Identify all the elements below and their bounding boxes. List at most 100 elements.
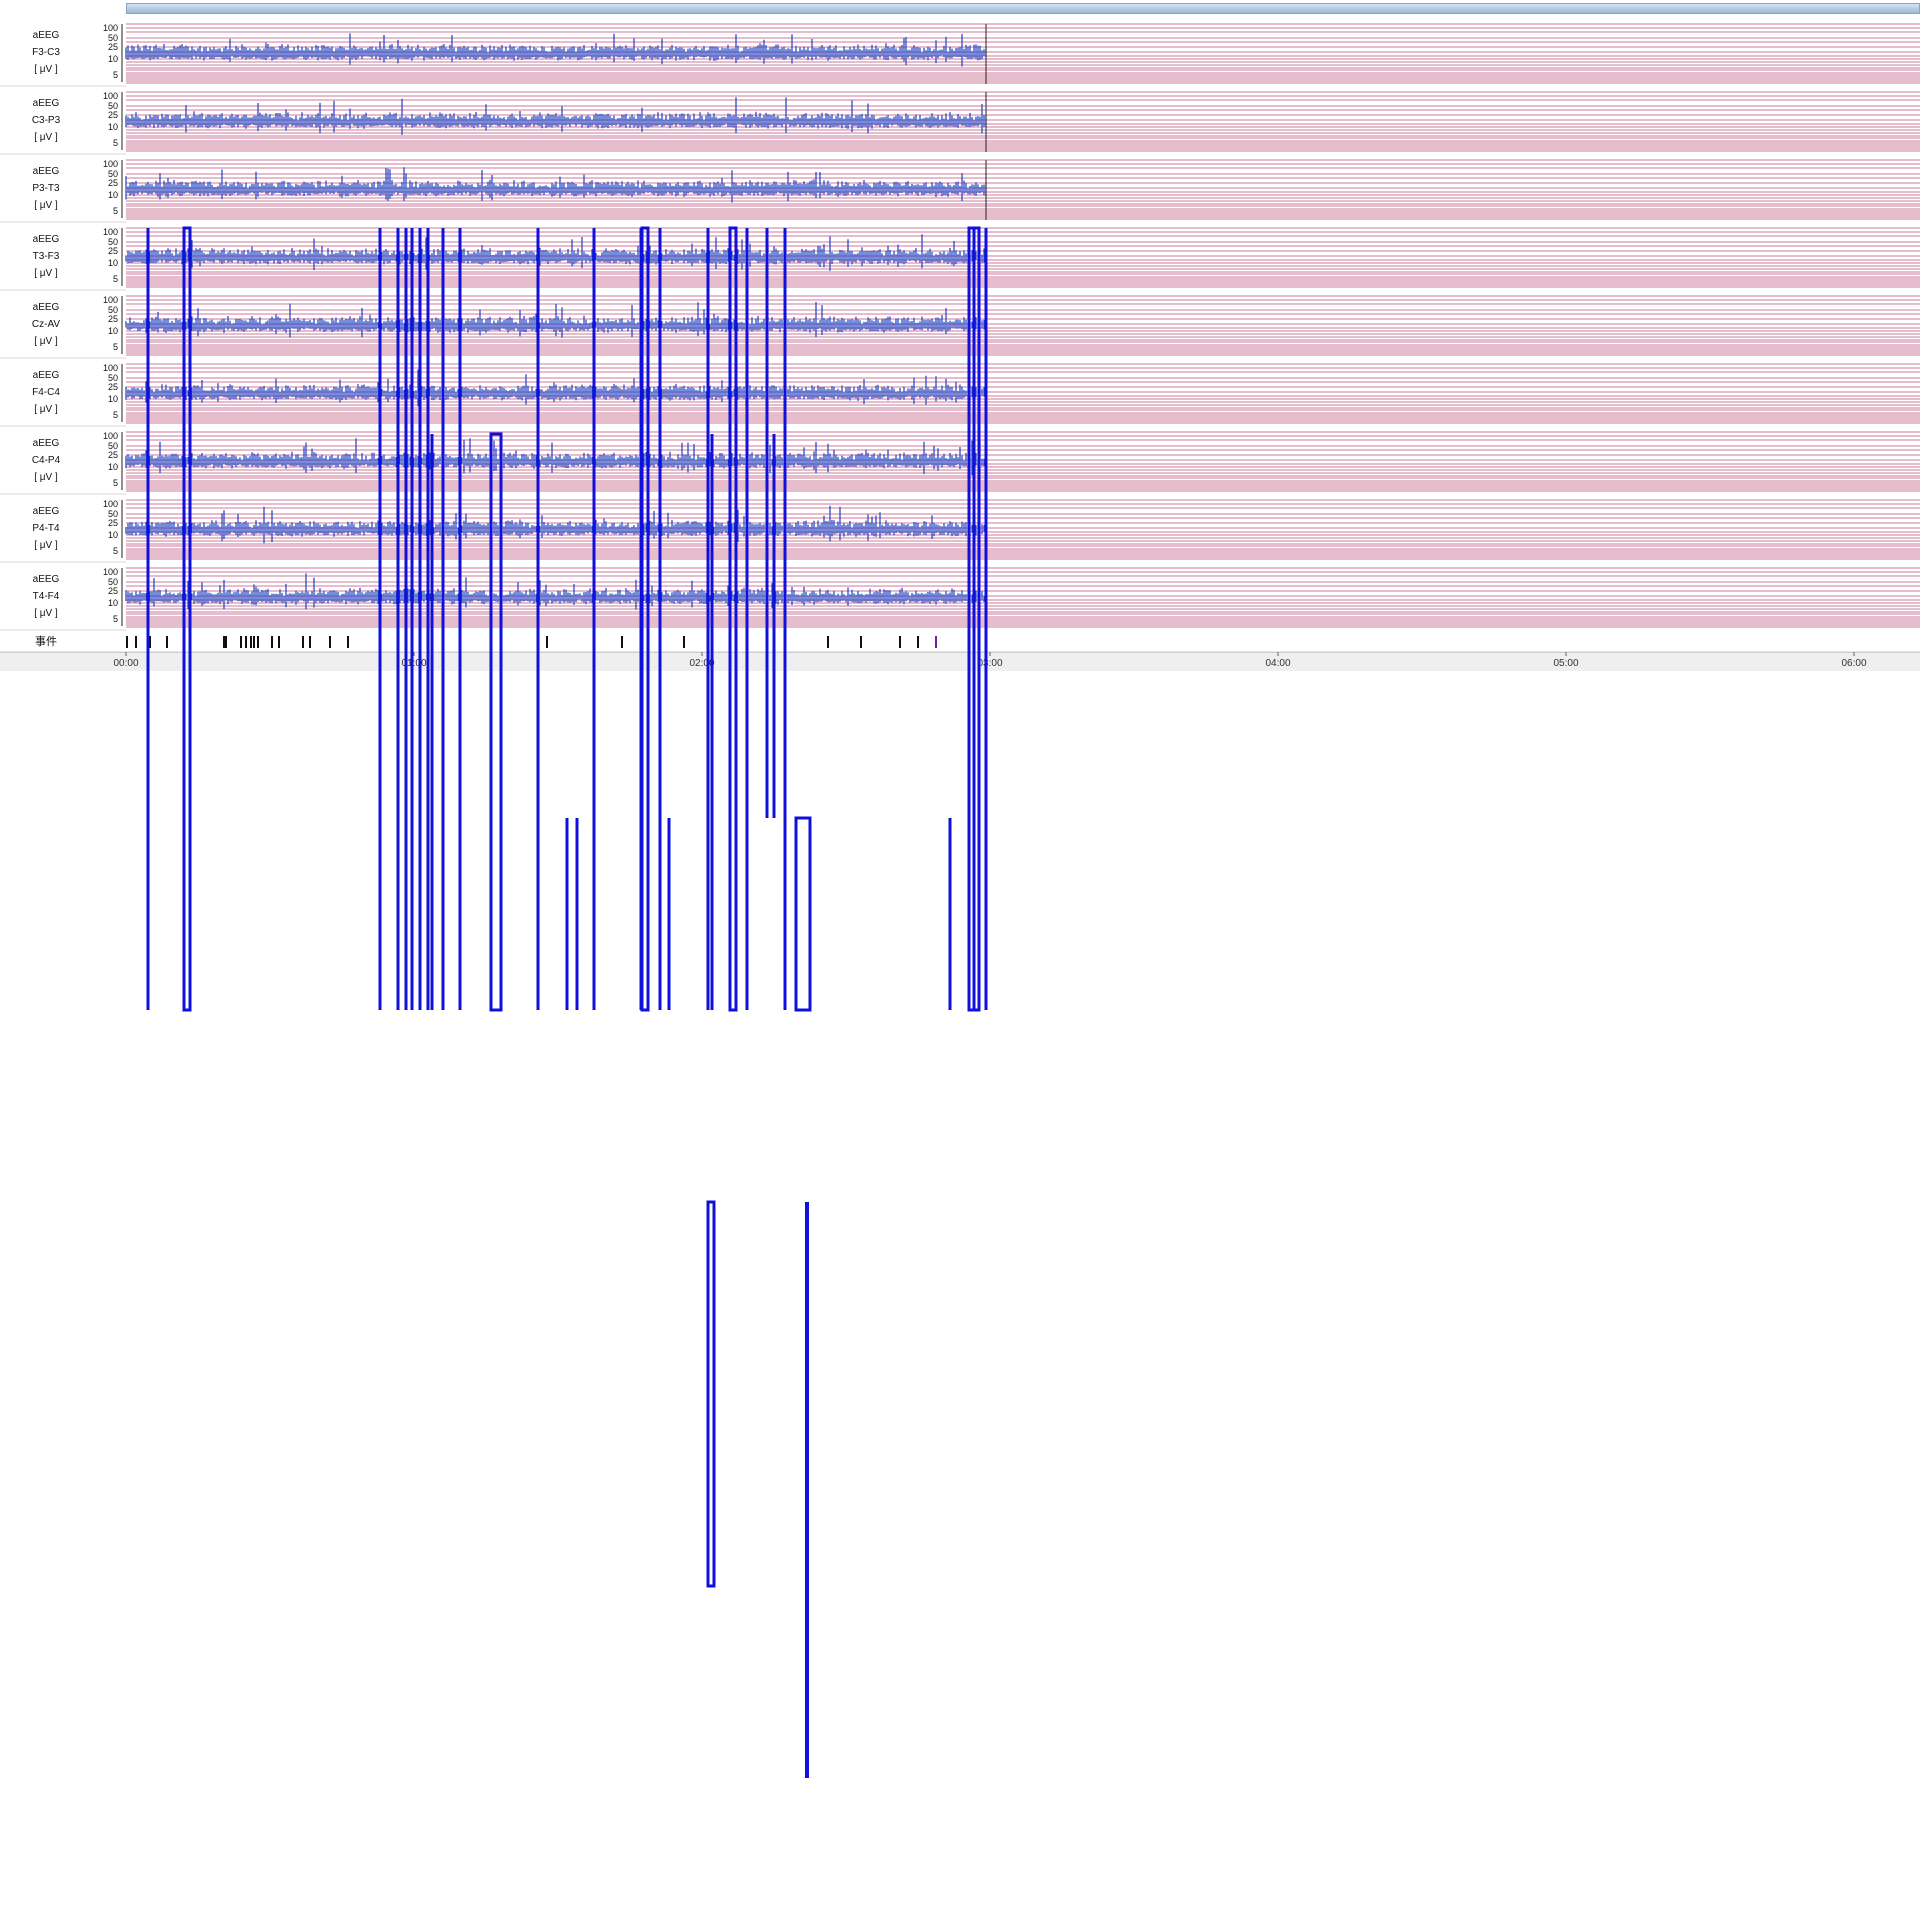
channel-name-label: C4-P4: [32, 455, 61, 466]
channel-name-label: C3-P3: [32, 115, 61, 126]
overlay-box: [491, 434, 501, 1010]
time-axis: 00:00 01:00 02:00 03:00 04:00 05:00 06:00: [113, 652, 1866, 669]
time-label: 03:00: [977, 658, 1002, 669]
overlay-bar: [411, 228, 414, 1010]
channel-name-label: Cz-AV: [32, 319, 60, 330]
time-label: 04:00: [1265, 658, 1290, 669]
channel-kind-label: aEEG: [33, 438, 60, 449]
overlay-bar: [659, 228, 662, 1010]
overlay-box: [796, 818, 810, 1010]
channel-name-label: P3-T3: [32, 183, 60, 194]
overlay-bar: [405, 228, 408, 1010]
scale-label: 10: [108, 530, 118, 540]
channel-unit-label: [ μV ]: [34, 268, 58, 279]
scale-label: 100: [103, 567, 118, 577]
scale-label: 5: [113, 614, 118, 624]
aeeg-trace-band: [126, 167, 986, 202]
time-label: 06:00: [1841, 658, 1866, 669]
overlay-bar: [431, 434, 434, 1010]
channel-name-label: P4-T4: [32, 523, 60, 534]
overlay-box: [708, 1202, 714, 1586]
scale-label: 25: [108, 382, 118, 392]
scale-label: 25: [108, 314, 118, 324]
scale-label: 10: [108, 54, 118, 64]
scale-label: 5: [113, 342, 118, 352]
channel-unit-label: [ μV ]: [34, 472, 58, 483]
channel-unit-label: [ μV ]: [34, 64, 58, 75]
overlay-bar: [949, 818, 952, 1010]
channel-name-label: F4-C4: [32, 387, 60, 398]
channel-kind-label: aEEG: [33, 574, 60, 585]
channel-unit-label: [ μV ]: [34, 608, 58, 619]
aeeg-trace-band: [126, 97, 986, 135]
scale-label: 25: [108, 586, 118, 596]
overlay-bar: [427, 228, 430, 1010]
scale-label: 5: [113, 70, 118, 80]
scale-label: 5: [113, 410, 118, 420]
overlay-bar: [711, 434, 714, 1010]
scale-label: 100: [103, 295, 118, 305]
marker-overlay: [147, 228, 988, 1778]
time-label: 00:00: [113, 658, 138, 669]
scale-label: 5: [113, 546, 118, 556]
scale-label: 10: [108, 258, 118, 268]
scale-label: 10: [108, 462, 118, 472]
overlay-bar: [766, 228, 769, 818]
scale-label: 10: [108, 122, 118, 132]
scale-label: 10: [108, 598, 118, 608]
scale-label: 100: [103, 159, 118, 169]
scale-label: 25: [108, 178, 118, 188]
aeeg-trace-band: [126, 438, 986, 475]
event-track[interactable]: [127, 636, 936, 648]
overlay-bar: [805, 1202, 809, 1778]
channel-kind-label: aEEG: [33, 30, 60, 41]
channel-name-label: T3-F3: [33, 251, 60, 262]
channel-unit-label: [ μV ]: [34, 132, 58, 143]
aeeg-trace-band: [126, 370, 986, 407]
channel-unit-label: [ μV ]: [34, 200, 58, 211]
overlay-bar: [576, 818, 579, 1010]
overlay-bar: [593, 228, 596, 1010]
overlay-bar: [537, 228, 540, 1010]
overlay-bar: [566, 818, 569, 1010]
time-label: 05:00: [1553, 658, 1578, 669]
scale-label: 25: [108, 110, 118, 120]
scale-label: 100: [103, 363, 118, 373]
aeeg-trace-band: [126, 573, 986, 609]
overlay-bar: [419, 228, 422, 1010]
scale-label: 10: [108, 394, 118, 404]
overlay-bar: [442, 228, 445, 1010]
channel-unit-label: [ μV ]: [34, 540, 58, 551]
scale-label: 10: [108, 326, 118, 336]
overlay-bar: [668, 818, 671, 1010]
scale-label: 100: [103, 499, 118, 509]
channel-name-label: F3-C3: [32, 47, 60, 58]
scale-label: 5: [113, 478, 118, 488]
aeeg-trace-band: [126, 33, 986, 66]
channel-kind-label: aEEG: [33, 370, 60, 381]
scale-label: 100: [103, 431, 118, 441]
scale-label: 25: [108, 246, 118, 256]
scale-label: 25: [108, 450, 118, 460]
aeeg-traces: [126, 24, 986, 628]
aeeg-trace-band: [126, 234, 986, 271]
channel-kind-label: aEEG: [33, 302, 60, 313]
channel-unit-label: [ μV ]: [34, 336, 58, 347]
overlay-bar: [746, 434, 749, 818]
scale-label: 100: [103, 227, 118, 237]
scale-label: 25: [108, 518, 118, 528]
overlay-bar: [973, 228, 976, 1010]
event-track-label: 事件: [35, 635, 57, 648]
overlay-bar: [459, 228, 462, 1010]
overlay-bar: [397, 228, 400, 1010]
overlay-bar: [379, 228, 382, 1010]
overlay-bar: [147, 228, 150, 1010]
aeeg-trace-band: [126, 302, 986, 338]
channel-kind-label: aEEG: [33, 234, 60, 245]
overlay-bar: [773, 434, 776, 818]
scale-label: 25: [108, 42, 118, 52]
scale-label: 100: [103, 23, 118, 33]
channel-name-label: T4-F4: [33, 591, 60, 602]
